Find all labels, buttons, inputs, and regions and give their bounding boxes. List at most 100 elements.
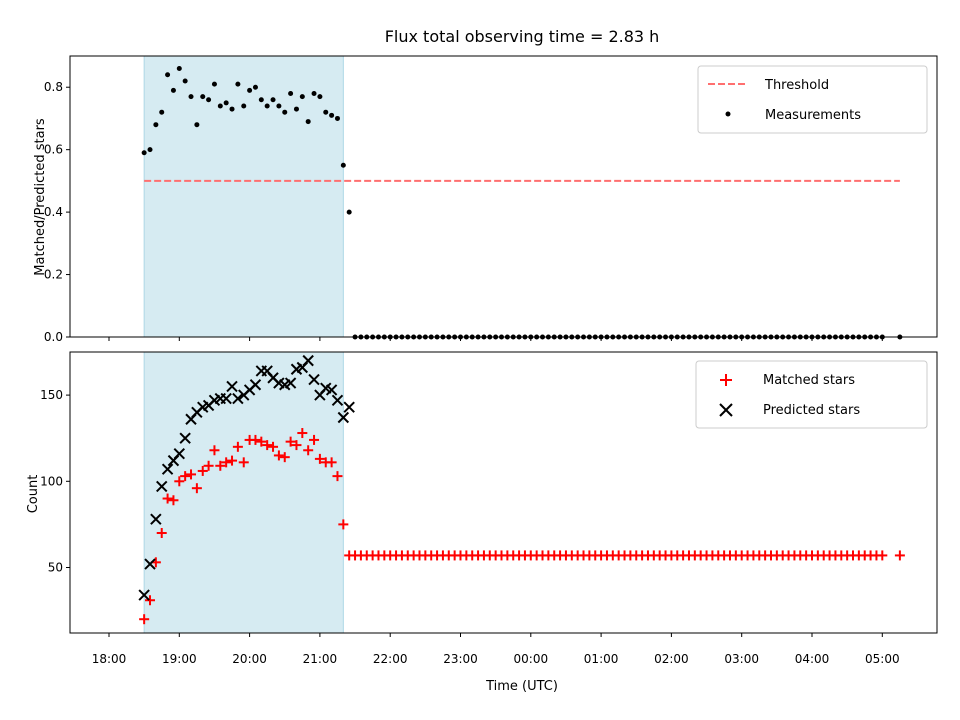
top-panel-plot: 0.0 0.2 0.4 0.6 0.8 [44, 55, 938, 344]
data-point [232, 441, 243, 452]
data-point [258, 97, 264, 103]
data-point [141, 150, 147, 156]
y-tick-label: 0.6 [44, 143, 63, 157]
x-tick-label: 19:00 [162, 652, 197, 666]
data-point [268, 441, 279, 452]
data-point [326, 457, 337, 468]
y-tick-label: 0.0 [44, 330, 63, 344]
x-tick-label: 05:00 [865, 652, 900, 666]
data-point [161, 463, 174, 475]
data-point [168, 495, 179, 506]
measurements-legend-label: Measurements [765, 108, 861, 123]
x-tick-label: 04:00 [795, 652, 830, 666]
data-point [238, 457, 249, 468]
data-point [191, 483, 202, 494]
data-point [279, 452, 290, 463]
data-point [176, 65, 182, 71]
data-point [215, 460, 226, 471]
data-point [877, 550, 888, 561]
y-tick-label: 150 [40, 388, 63, 402]
data-point [194, 122, 200, 128]
observing-window-shade [143, 351, 344, 634]
x-tick-label: 20:00 [232, 652, 267, 666]
threshold-legend-label: Threshold [764, 78, 829, 93]
data-point [329, 112, 335, 118]
y-tick-label: 50 [48, 560, 63, 574]
data-point [340, 162, 346, 168]
y-tick-label: 0.2 [44, 268, 63, 282]
data-point [273, 450, 284, 461]
data-point [150, 513, 162, 525]
data-point [156, 528, 167, 539]
data-point [302, 354, 314, 367]
data-point [247, 87, 253, 93]
matched-stars-legend-label: Matched stars [763, 373, 855, 388]
data-point [282, 109, 288, 115]
data-point [894, 550, 905, 561]
data-point [174, 476, 185, 487]
data-point [252, 84, 258, 90]
x-tick-label: 21:00 [303, 652, 338, 666]
data-point [325, 384, 338, 396]
data-point [186, 469, 197, 480]
data-point [334, 115, 340, 121]
data-point [220, 392, 232, 405]
x-tick-label: 01:00 [584, 652, 619, 666]
bottom-axes-frame [69, 351, 938, 634]
data-point [332, 471, 343, 482]
bottom-legend-frame [695, 360, 928, 429]
predicted-stars-legend-swatch [719, 403, 733, 417]
x-tick-label: 23:00 [443, 652, 478, 666]
data-point [139, 614, 150, 625]
data-point [232, 392, 244, 405]
x-tick-label: 03:00 [724, 652, 759, 666]
data-point [138, 589, 150, 601]
data-point [144, 558, 156, 570]
data-point [165, 72, 171, 78]
data-point [200, 94, 206, 100]
data-point [173, 448, 186, 460]
data-point [276, 103, 282, 109]
y-tick-label: 100 [40, 474, 63, 488]
data-point [235, 81, 241, 87]
data-point [249, 379, 262, 391]
data-point [206, 97, 212, 103]
data-point [217, 103, 223, 109]
matched-stars-legend-swatch [720, 374, 732, 386]
data-point [170, 87, 176, 93]
observing-window-shade [143, 55, 344, 338]
data-point [203, 460, 214, 471]
chart-title: Flux total observing time = 2.83 h [385, 27, 660, 46]
x-tick-label: 22:00 [373, 652, 408, 666]
data-point [179, 432, 191, 444]
data-point [323, 109, 329, 115]
data-point [145, 595, 156, 606]
bottom-panel-plot: 50 100 150 18:00 19:00 20:00 21:00 22:00 23:00 00… [40, 351, 938, 666]
data-point [305, 119, 311, 125]
data-point [209, 445, 220, 456]
data-point [293, 106, 299, 112]
data-point [331, 394, 344, 406]
data-point [346, 209, 352, 215]
y-tick-label: 0.4 [44, 205, 63, 219]
data-point [156, 480, 168, 493]
top-legend-frame [697, 65, 928, 134]
data-point [221, 457, 232, 468]
data-point [270, 97, 276, 103]
x-tick-label: 02:00 [654, 652, 689, 666]
y-tick-label: 0.8 [44, 80, 63, 94]
data-point [147, 147, 153, 153]
data-point [226, 380, 238, 393]
data-point [337, 411, 350, 424]
data-point [159, 109, 165, 115]
predicted-stars-legend-label: Predicted stars [763, 403, 860, 418]
data-point [229, 106, 235, 112]
data-point [256, 436, 267, 447]
x-tick-label: 00:00 [514, 652, 549, 666]
data-point [162, 493, 173, 504]
data-point [180, 471, 191, 482]
data-point [264, 103, 270, 109]
data-point [223, 100, 229, 106]
data-point [343, 401, 355, 413]
